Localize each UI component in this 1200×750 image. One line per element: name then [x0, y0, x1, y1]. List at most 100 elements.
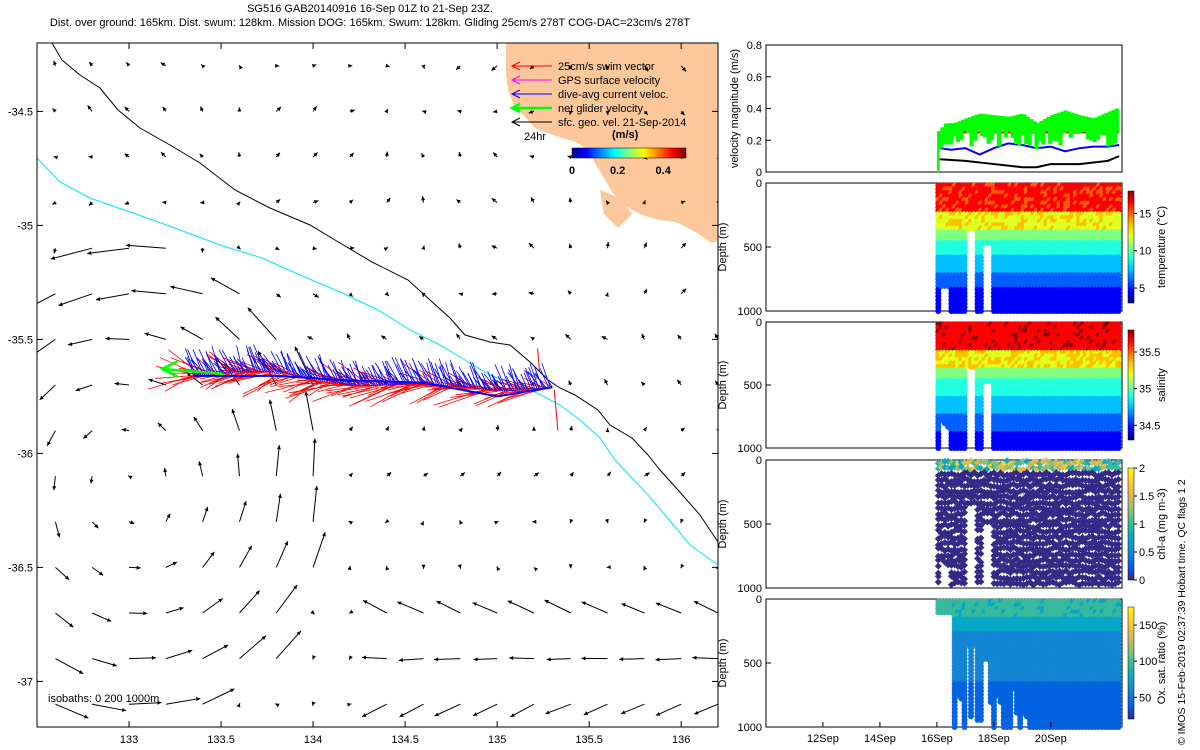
- geo-velocity-arrowhead: [434, 657, 439, 662]
- geo-velocity-arrowhead: [67, 342, 73, 346]
- geo-velocity-arrowhead: [421, 292, 426, 297]
- geo-velocity-arrowhead: [529, 64, 535, 69]
- geo-velocity-arrowhead: [218, 598, 223, 603]
- geo-velocity-arrow: [434, 703, 461, 717]
- geo-velocity-arrowhead: [239, 65, 243, 70]
- geo-velocity-arrow: [87, 247, 130, 255]
- geo-velocity-arrowhead: [421, 196, 426, 201]
- geo-velocity-arrowhead: [349, 655, 353, 660]
- geo-velocity-arrowhead: [229, 688, 235, 693]
- geo-velocity-arrowhead: [314, 293, 319, 298]
- geo-velocity-arrow: [67, 338, 93, 346]
- geo-velocity-arrowhead: [383, 247, 389, 252]
- geo-velocity-arrowhead: [235, 453, 240, 458]
- geo-velocity-arrowhead: [422, 110, 427, 115]
- geo-velocity-arrowhead: [310, 610, 315, 615]
- geo-velocity-arrowhead: [130, 520, 135, 525]
- geo-velocity-arrow: [275, 540, 289, 568]
- geo-velocity-arrowhead: [385, 518, 390, 524]
- geo-velocity-arrowhead: [231, 408, 236, 414]
- geo-velocity-arrowhead: [198, 461, 203, 466]
- geo-velocity-arrowhead: [385, 565, 390, 571]
- geo-velocity-arrowhead: [144, 332, 149, 337]
- geo-velocity-arrowhead: [88, 201, 94, 206]
- geo-velocity-arrowhead: [457, 109, 462, 114]
- geo-velocity-arrow: [397, 601, 424, 614]
- geo-velocity-arrowhead: [346, 702, 352, 707]
- geo-velocity-arrow: [58, 293, 93, 306]
- geo-velocity-arrowhead: [398, 658, 403, 663]
- geo-velocity-arrowhead: [348, 199, 354, 204]
- geo-velocity-arrowhead: [348, 292, 353, 297]
- geo-velocity-arrowhead: [275, 703, 280, 708]
- geo-velocity-arrowhead: [491, 198, 497, 203]
- colorbar-tick-label: 34.5: [1139, 420, 1160, 432]
- geo-velocity-arrowhead: [457, 564, 462, 569]
- geo-velocity-arrowhead: [196, 697, 201, 702]
- geo-velocity-arrowhead: [268, 399, 273, 404]
- geo-velocity-arrow: [55, 703, 89, 719]
- geo-velocity-arrowhead: [199, 153, 204, 159]
- geo-velocity-arrowhead: [255, 590, 260, 595]
- geo-velocity-arrowhead: [421, 64, 426, 69]
- geo-velocity-arrowhead: [160, 62, 166, 67]
- geo-velocity-arrowhead: [128, 475, 133, 480]
- geo-velocity-arrow: [275, 584, 298, 614]
- geo-velocity-arrow: [275, 630, 302, 659]
- colorbar-tick-label: 35: [1139, 384, 1151, 396]
- geo-velocity-arrowhead: [361, 713, 367, 717]
- geo-velocity-arrowhead: [124, 106, 129, 111]
- geo-velocity-arrowhead: [312, 655, 316, 660]
- geo-velocity-arrow: [165, 697, 201, 705]
- geo-velocity-arrow: [180, 326, 203, 340]
- profile-data-points: [935, 182, 1122, 314]
- geo-velocity-arrowhead: [347, 565, 352, 571]
- geo-velocity-arrow: [361, 703, 387, 718]
- geo-velocity-arrowhead: [349, 152, 354, 158]
- geo-velocity-arrow: [399, 703, 424, 718]
- geo-velocity-arrowhead: [493, 152, 498, 157]
- geo-velocity-arrowhead: [423, 472, 428, 477]
- geo-velocity-arrowhead: [193, 416, 198, 422]
- geo-velocity-arrowhead: [114, 381, 119, 386]
- depth-y-tick-label: 0: [756, 178, 762, 190]
- geo-velocity-arrow: [434, 658, 461, 660]
- geo-velocity-arrowhead: [456, 199, 461, 204]
- isobath-1000m: [51, 43, 718, 543]
- velocity-y-tick-label: 0.4: [747, 104, 762, 116]
- geo-velocity-arrowhead: [296, 630, 301, 636]
- velocity-y-tick-label: 0.6: [747, 72, 762, 84]
- geo-velocity-arrowhead: [180, 326, 185, 331]
- geo-velocity-arrowhead: [491, 245, 497, 250]
- geo-velocity-arrow: [239, 590, 261, 614]
- geo-velocity-arrowhead: [237, 107, 242, 112]
- geo-velocity-arrow: [239, 545, 253, 568]
- geo-velocity-arrowhead: [276, 293, 281, 298]
- map-plot-area: [37, 43, 718, 719]
- geo-velocity-arrowhead: [363, 600, 368, 604]
- geo-velocity-arrowhead: [275, 152, 280, 158]
- data-point: [961, 445, 968, 451]
- geo-velocity-arrowhead: [528, 109, 534, 114]
- geo-velocity-arrowhead: [456, 65, 461, 70]
- geo-velocity-arrowhead: [312, 246, 317, 251]
- depth-y-tick-label: 500: [744, 242, 762, 254]
- geo-velocity-arrowhead: [83, 714, 89, 719]
- geo-velocity-arrowhead: [53, 249, 58, 254]
- geo-velocity-arrowhead: [200, 200, 205, 205]
- geo-velocity-arrowhead: [236, 201, 241, 206]
- geo-velocity-arrow: [202, 644, 229, 660]
- geo-velocity-arrowhead: [384, 151, 389, 156]
- geo-velocity-arrow: [170, 285, 203, 295]
- geo-velocity-arrowhead: [421, 153, 426, 158]
- geo-velocity-arrow: [202, 598, 223, 614]
- geo-velocity-arrowhead: [456, 333, 461, 339]
- geo-velocity-arrowhead: [493, 109, 498, 114]
- geo-velocity-arrowhead: [64, 575, 70, 580]
- geo-velocity-arrowhead: [362, 655, 367, 660]
- geo-velocity-arrow: [247, 307, 277, 340]
- geo-velocity-arrowhead: [381, 335, 386, 340]
- geo-velocity-arrowhead: [275, 63, 280, 68]
- geo-velocity-arrowhead: [89, 479, 94, 484]
